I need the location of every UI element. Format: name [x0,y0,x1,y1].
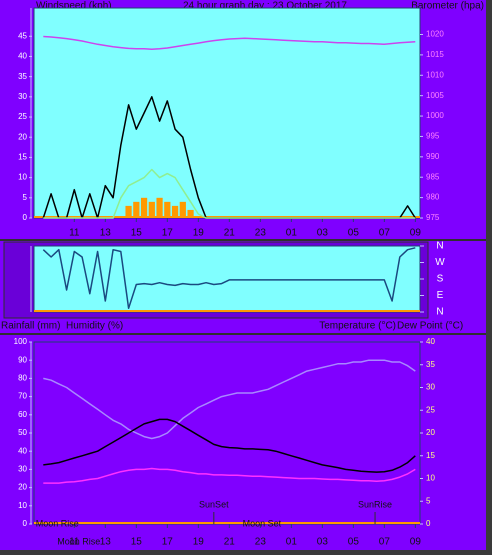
bar [171,205,179,218]
y-tick-label: 80 [18,374,27,383]
annotation: SunRise [358,499,392,509]
y-tick-label: 35 [18,72,27,81]
x-tick-label: 11 [69,228,80,239]
bar [148,201,155,218]
y-tick-label: 0 [23,213,28,222]
y-tick-label: 100 [14,337,28,346]
bar [187,209,194,218]
x-tick-label: 03 [317,228,329,239]
x-tick-label: 03 [317,537,329,548]
y-tick-label: S [437,274,444,285]
x-tick-label: 09 [410,228,422,239]
y-tick-label: 30 [18,92,27,101]
y2-tick-label: 25 [426,405,435,414]
y2-tick-label: 1000 [426,111,444,120]
y-tick-label: 50 [18,428,27,437]
y2-tick-label: 20 [426,428,435,437]
x-tick-label: 17 [162,228,174,239]
y-tick-label: 90 [18,355,27,364]
x-tick-label: 05 [348,537,360,548]
x-tick-label: 19 [193,537,205,548]
y2-tick-label: 35 [426,360,435,369]
plot-area [33,341,421,525]
y-tick-label: 10 [18,501,27,510]
y-axis-title: Rainfall (mm) [1,321,60,332]
x-tick-label: 15 [131,537,143,548]
y2-tick-label: 15 [426,451,435,460]
y2-tick-label: 30 [426,383,435,392]
y-axis-title: Windspeed (kph) [36,1,112,12]
y-tick-label: 40 [18,446,27,455]
y-tick-label: 15 [18,153,27,162]
x-tick-label: 11 [69,537,80,548]
x-tick-label: 09 [410,537,422,548]
x-tick-label: 13 [100,537,112,548]
x-tick-label: 05 [348,228,360,239]
y2-tick-label: 1005 [426,91,444,100]
series-line [42,247,416,310]
y2-tick-label: 975 [426,213,440,222]
y2-tick-label: 995 [426,132,440,141]
x-tick-label: 15 [131,228,143,239]
y-tick-label: 0 [23,519,28,528]
x-tick-label: 13 [100,228,112,239]
y-tick-label: 20 [18,132,27,141]
annotation: Moon Rise [57,536,100,546]
y2-tick-label: 990 [426,152,440,161]
annotation: Moon Set [243,518,282,528]
y2-tick-label: 1010 [426,70,444,79]
y2-tick-label: 5 [426,496,431,505]
x-tick-label: 23 [255,228,267,239]
series-line [43,418,416,473]
annotation: SunSet [199,499,229,509]
x-tick-label: 17 [162,537,174,548]
bar [179,201,186,218]
x-tick-label: 07 [379,537,391,548]
x-tick-label: 21 [224,537,236,548]
y2-axis-title: Temperature (°C) [319,321,396,332]
y-tick-label: 40 [18,52,27,61]
y-axis-title: Humidity (%) [66,321,123,332]
chart-title: 24 hour graph day : 23 October 2017 [183,1,347,12]
bar [164,201,171,218]
y-tick-label: 45 [18,31,27,40]
x-tick-label: 19 [193,228,205,239]
y-tick-label: 70 [18,392,27,401]
y-tick-label: 30 [18,465,27,474]
series-line [43,168,416,219]
y-tick-label: 20 [18,483,27,492]
x-tick-label: 23 [255,537,267,548]
y-tick-label: N [436,307,443,318]
y-tick-label: 60 [18,410,27,419]
bar [125,205,132,218]
y2-axis-title: Dew Point (°C) [397,321,463,332]
bar [133,201,140,218]
x-tick-label: 01 [286,228,298,239]
annotation: Moon Rise [36,518,79,528]
y-tick-label: N [436,241,443,252]
x-tick-label: 07 [379,228,391,239]
y2-tick-label: 1015 [426,50,444,59]
y-tick-label: W [435,257,445,268]
series-line [43,467,416,484]
y-tick-label: 10 [18,173,27,182]
series-line [43,359,416,440]
y2-tick-label: 0 [426,519,431,528]
x-tick-label: 01 [286,537,298,548]
y2-tick-label: 10 [426,474,435,483]
y2-axis-title: Barometer (hpa) [411,1,484,12]
y-tick-label: E [437,290,444,301]
bar [140,197,148,218]
y2-tick-label: 1020 [426,30,444,39]
y-tick-label: 25 [18,112,27,121]
bar [156,197,163,218]
y-tick-label: 5 [23,193,28,202]
y2-tick-label: 985 [426,172,440,181]
x-tick-label: 21 [224,228,236,239]
y2-tick-label: 980 [426,193,440,202]
y2-tick-label: 40 [426,337,435,346]
series-line [43,35,416,50]
